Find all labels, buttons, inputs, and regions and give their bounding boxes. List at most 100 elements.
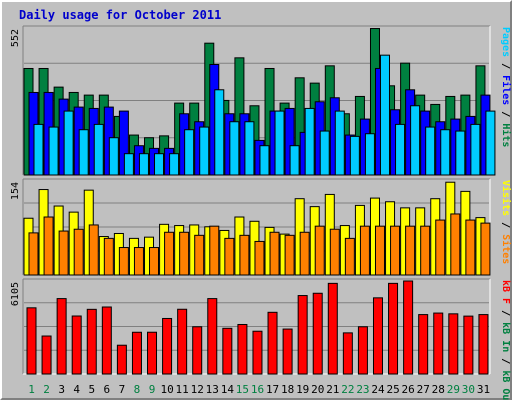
- bar-pages: [334, 110, 345, 176]
- bar-kb-f: [147, 331, 158, 375]
- bar-sites: [224, 237, 235, 276]
- x-tick-label: 4: [73, 383, 80, 396]
- x-tick-label: 19: [296, 383, 309, 396]
- x-tick-label: 5: [88, 383, 95, 396]
- bar-kb-f: [41, 335, 52, 375]
- x-tick-label: 23: [356, 383, 369, 396]
- bar-sites: [405, 225, 416, 276]
- bar-sites: [103, 237, 114, 276]
- bar-pages: [440, 129, 451, 176]
- bar-pages: [138, 153, 149, 176]
- x-tick-label: 20: [311, 383, 324, 396]
- bar-sites: [314, 225, 325, 276]
- bar-pages: [154, 153, 165, 176]
- legend-entry: kB In: [500, 322, 511, 352]
- x-tick-label: 18: [281, 383, 294, 396]
- bar-sites: [390, 225, 401, 276]
- x-tick-label: 16: [251, 383, 264, 396]
- x-tick-label: 7: [119, 383, 126, 396]
- bar-sites: [164, 231, 175, 276]
- bar-kb-f: [342, 332, 353, 375]
- bar-pages: [259, 145, 270, 176]
- legend-separator: /: [500, 352, 511, 370]
- x-tick-label: 28: [432, 383, 445, 396]
- bar-sites: [435, 219, 446, 276]
- bar-pages: [349, 135, 360, 176]
- x-tick-label: 3: [58, 383, 65, 396]
- bar-pages: [319, 130, 330, 176]
- chart-title: Daily usage for October 2011: [19, 8, 222, 22]
- bar-kb-f: [101, 306, 112, 375]
- bar-kb-f: [312, 292, 323, 375]
- x-tick-label: 13: [206, 383, 219, 396]
- bar-kb-f: [237, 323, 248, 375]
- bar-kb-f: [478, 314, 489, 375]
- bar-kb-f: [252, 330, 263, 375]
- bar-sites: [450, 213, 461, 276]
- bar-sites: [73, 228, 84, 276]
- x-tick-label: 27: [417, 383, 430, 396]
- bar-pages: [48, 126, 59, 176]
- bar-pages: [470, 123, 481, 176]
- legend-visits: Visits / Sites: [500, 180, 512, 264]
- bar-kb-f: [448, 313, 459, 375]
- x-tick-label: 26: [402, 383, 415, 396]
- bar-kb-f: [388, 282, 399, 375]
- legend-hits: Pages / Files / Hits: [500, 27, 512, 147]
- ymax-label: 154: [10, 182, 21, 200]
- bar-pages: [289, 145, 300, 176]
- bar-kb-f: [282, 328, 293, 375]
- bar-pages: [395, 123, 406, 176]
- x-tick-label: 30: [462, 383, 475, 396]
- x-tick-label: 12: [191, 383, 204, 396]
- bar-kb-f: [71, 315, 82, 375]
- bar-pages: [184, 129, 195, 176]
- x-tick-label: 9: [149, 383, 156, 396]
- bar-sites: [344, 237, 355, 276]
- x-tick-label: 8: [134, 383, 141, 396]
- bar-sites: [43, 216, 54, 276]
- x-tick-label: 15: [236, 383, 249, 396]
- x-tick-label: 17: [266, 383, 279, 396]
- legend-kbytes: kB F / kB In / kB Out: [500, 280, 511, 400]
- bar-sites: [28, 232, 39, 276]
- legend-entry: Visits: [500, 180, 512, 216]
- bar-sites: [480, 222, 491, 276]
- bar-sites: [269, 231, 280, 276]
- bar-sites: [58, 230, 69, 276]
- legend-entry: Pages: [500, 27, 511, 57]
- bar-sites: [133, 247, 144, 276]
- bar-kb-f: [267, 311, 278, 375]
- bar-pages: [78, 129, 89, 176]
- x-tick-label: 1: [28, 383, 35, 396]
- x-tick-label: 24: [371, 383, 385, 396]
- bar-kb-f: [357, 326, 368, 375]
- x-tick-label: 14: [221, 383, 235, 396]
- bar-kb-f: [131, 331, 142, 375]
- legend-entry: kB Out: [500, 370, 511, 400]
- bar-kb-f: [372, 297, 383, 375]
- x-tick-label: 29: [447, 383, 460, 396]
- ymax-label: 6105: [10, 282, 21, 306]
- bar-pages: [108, 137, 119, 176]
- x-tick-label: 21: [326, 383, 339, 396]
- bar-kb-f: [207, 298, 218, 375]
- bar-sites: [118, 247, 129, 276]
- bar-pages: [410, 105, 421, 176]
- bar-pages: [33, 123, 44, 176]
- bar-pages: [425, 126, 436, 176]
- bar-pages: [214, 89, 225, 176]
- bar-pages: [455, 130, 466, 176]
- bar-kb-f: [192, 326, 203, 375]
- legend-separator: /: [500, 105, 511, 123]
- bar-sites: [359, 225, 370, 276]
- legend-separator: /: [500, 57, 511, 75]
- bar-kb-f: [403, 280, 414, 375]
- bar-kb-f: [116, 344, 127, 375]
- bar-sites: [254, 240, 265, 276]
- bar-sites: [88, 224, 99, 276]
- bar-pages: [244, 121, 255, 176]
- bar-pages: [199, 126, 210, 176]
- bar-kb-f: [222, 327, 233, 375]
